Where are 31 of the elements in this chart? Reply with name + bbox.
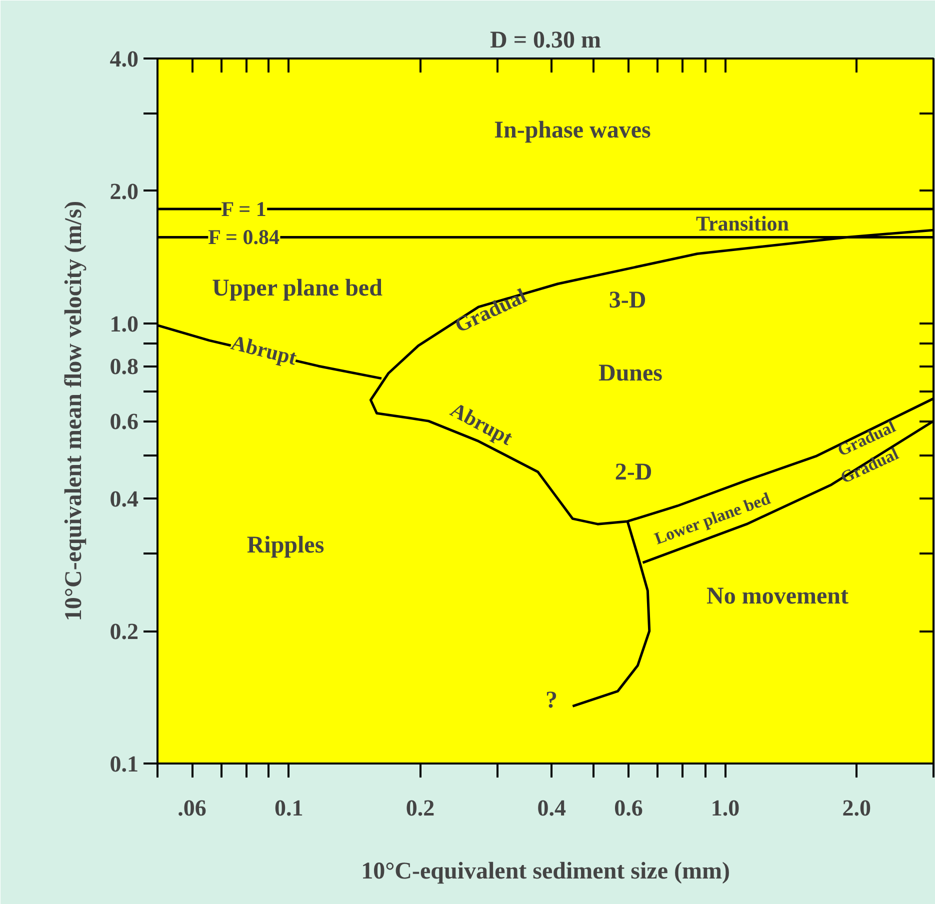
y-axis-title: 10°C-equivalent mean flow velocity (m/s)	[60, 200, 87, 622]
x-tick-label: 0.2	[406, 796, 435, 820]
y-tick-label: 0.6	[110, 409, 138, 434]
annotation: Lower plane bed	[652, 488, 774, 548]
annotation: Transition	[696, 212, 790, 236]
y-tick-label: 4.0	[110, 46, 138, 72]
y-tick-label: 0.4	[110, 486, 139, 512]
annotation: F = 1	[221, 196, 266, 221]
x-tick-label: 0.4	[537, 796, 566, 820]
y-tick-label: 0.1	[110, 752, 138, 776]
annotation: ?	[546, 688, 558, 714]
annotation: 3-D	[608, 288, 646, 314]
chart-title: D = 0.30 m	[490, 28, 602, 54]
annotation: Dunes	[598, 360, 663, 386]
y-tick-label: 0.2	[110, 619, 138, 644]
annotation: In-phase waves	[494, 118, 651, 144]
x-tick-label: 0.1	[274, 796, 304, 820]
x-tick-label: .06	[178, 796, 206, 820]
x-tick-label: 0.6	[614, 796, 643, 820]
annotation: 2-D	[614, 460, 652, 486]
annotation: Upper plane bed	[212, 276, 384, 302]
annotation: Ripples	[246, 532, 324, 558]
x-axis-title: 10°C-equivalent sediment size (mm)	[361, 858, 730, 884]
annotation: No movement	[706, 584, 848, 610]
annotation: F = 0.84	[208, 225, 280, 250]
x-tick-label: 1.0	[710, 796, 740, 820]
y-tick-label: 1.0	[110, 311, 138, 336]
y-tick-label: 2.0	[110, 178, 138, 204]
x-tick-label: 2.0	[842, 796, 872, 820]
annotation: Abrupt	[228, 330, 300, 370]
y-tick-label: 0.8	[110, 354, 138, 380]
